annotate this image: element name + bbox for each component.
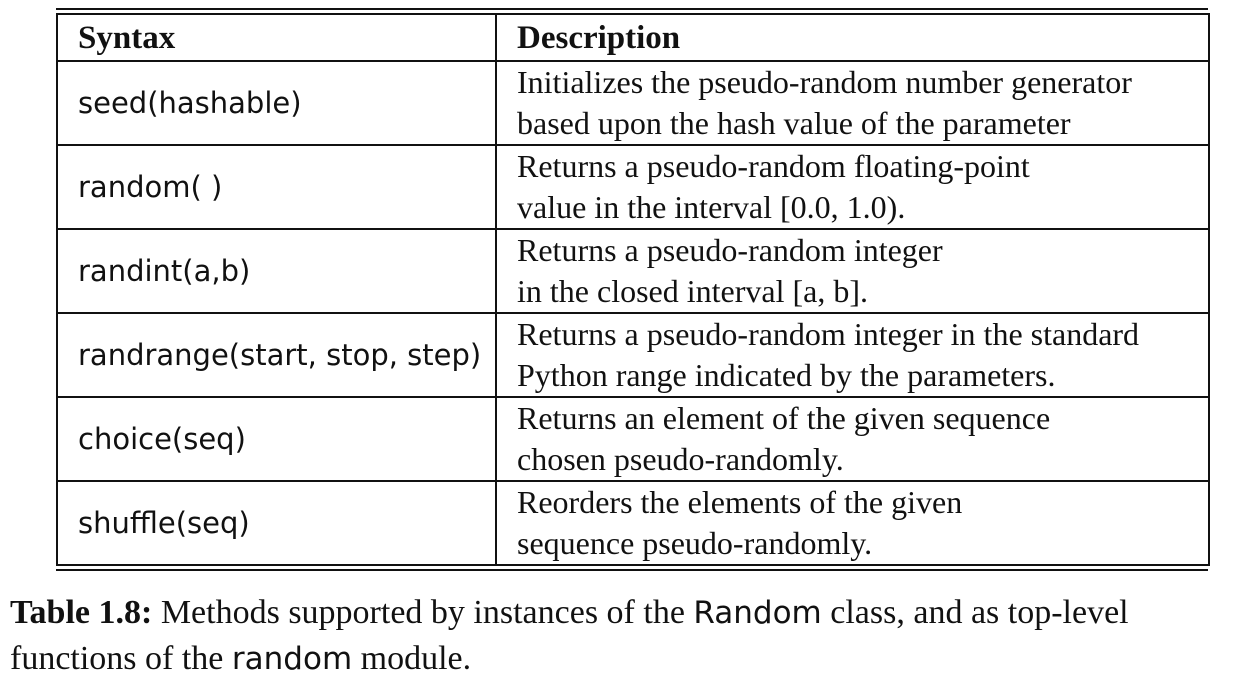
syntax-cell: seed(hashable) — [56, 60, 497, 146]
table-row: shuffle(seq) Reorders the elements of th… — [56, 480, 1210, 566]
header-row: Syntax Description — [56, 13, 1210, 62]
syntax-cell: randint(a,b) — [56, 228, 497, 314]
syntax-cell: shuffle(seq) — [56, 480, 497, 566]
caption-class-name: Random — [693, 595, 822, 631]
table-caption: Table 1.8: Methods supported by instance… — [10, 590, 1255, 682]
methods-table-container: Syntax Description seed(hashable) Initia… — [56, 8, 1210, 571]
caption-text: Methods supported by instances of the — [152, 594, 694, 631]
caption-text: class, and as top-level functions of the — [10, 594, 1129, 677]
description-line: in the closed interval [a, b]. — [517, 273, 868, 309]
caption-module-name: random — [231, 641, 353, 677]
description-cell: Initializes the pseudo-random number gen… — [495, 60, 1210, 146]
description-line: sequence pseudo-randomly. — [517, 525, 873, 561]
description-line: chosen pseudo-randomly. — [517, 441, 844, 477]
description-cell: Returns a pseudo-random integer in the c… — [495, 228, 1210, 314]
caption-label: Table 1.8: — [10, 594, 153, 631]
header-syntax: Syntax — [56, 13, 497, 62]
description-line: Reorders the elements of the given — [517, 484, 963, 520]
syntax-cell: random( ) — [56, 144, 497, 230]
table-row: seed(hashable) Initializes the pseudo-ra… — [56, 60, 1210, 146]
description-line: value in the interval [0.0, 1.0). — [517, 189, 906, 225]
description-line: Returns an element of the given sequence — [517, 400, 1051, 436]
table-row: random( ) Returns a pseudo-random floati… — [56, 144, 1210, 230]
description-line: Python range indicated by the parameters… — [517, 357, 1056, 393]
description-cell: Reorders the elements of the given seque… — [495, 480, 1210, 566]
methods-table: Syntax Description seed(hashable) Initia… — [56, 13, 1210, 566]
syntax-cell: choice(seq) — [56, 396, 497, 482]
top-rule — [56, 8, 1208, 10]
table-row: choice(seq) Returns an element of the gi… — [56, 396, 1210, 482]
description-cell: Returns a pseudo-random floating-point v… — [495, 144, 1210, 230]
header-description: Description — [495, 13, 1210, 62]
table-row: randint(a,b) Returns a pseudo-random int… — [56, 228, 1210, 314]
description-line: Returns a pseudo-random integer in the s… — [517, 316, 1140, 352]
table-row: randrange(start, stop, step) Returns a p… — [56, 312, 1210, 398]
description-line: Initializes the pseudo-random number gen… — [517, 64, 1132, 100]
description-cell: Returns an element of the given sequence… — [495, 396, 1210, 482]
description-line: Returns a pseudo-random floating-point — [517, 148, 1030, 184]
caption-text: module. — [352, 640, 472, 677]
syntax-cell: randrange(start, stop, step) — [56, 312, 497, 398]
bottom-rule — [56, 569, 1208, 571]
description-line: Returns a pseudo-random integer — [517, 232, 943, 268]
description-line: based upon the hash value of the paramet… — [517, 105, 1071, 141]
description-cell: Returns a pseudo-random integer in the s… — [495, 312, 1210, 398]
